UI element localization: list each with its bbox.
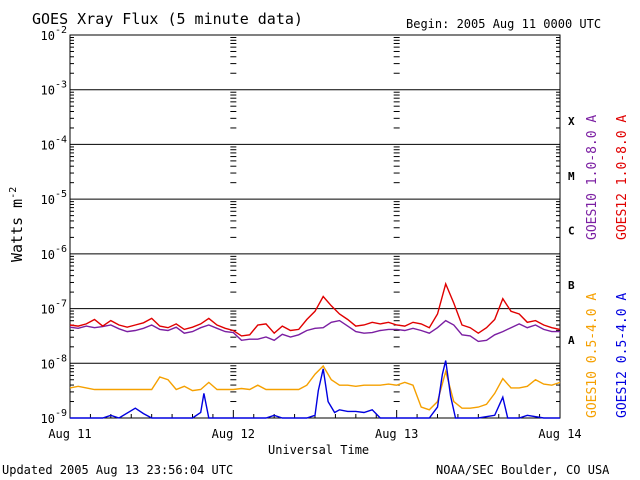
begin-label: Begin: 2005 Aug 11 0000 UTC (406, 17, 601, 31)
series-lines (69, 281, 561, 419)
y-tick-exponent: -2 (55, 25, 67, 36)
y-tick-label: 10-3 (41, 80, 68, 98)
y-axis-label: Watts m-2 (8, 187, 26, 262)
flare-class-label: B (568, 279, 575, 292)
x-tick-label: Aug 11 (48, 427, 91, 441)
series-line (69, 364, 561, 411)
flare-class-label: A (568, 334, 575, 347)
x-tick-label: Aug 14 (538, 427, 581, 441)
legend-entry: GOES12 0.5-4.0 A (615, 293, 630, 418)
y-tick-base: 10 (41, 29, 55, 43)
y-axis: 10-210-310-410-510-610-710-810-9 (41, 25, 560, 426)
y-tick-base: 10 (41, 248, 55, 262)
legend-entry: GOES10 1.0-8.0 A (585, 115, 600, 240)
data-source: NOAA/SEC Boulder, CO USA (436, 463, 610, 477)
day-dividers (230, 37, 400, 403)
y-tick-base: 10 (41, 357, 55, 371)
grid-lines (70, 89, 560, 364)
legend-entry: GOES10 0.5-4.0 A (585, 293, 600, 418)
y-tick-base: 10 (41, 193, 55, 207)
x-tick-label: Aug 12 (212, 427, 255, 441)
flare-class-label: M (568, 170, 575, 183)
y-tick-label: 10-9 (41, 408, 68, 426)
flare-class-label: X (568, 115, 575, 128)
y-tick-exponent: -5 (55, 189, 67, 200)
y-tick-label: 10-7 (41, 299, 68, 317)
y-tick-label: 10-2 (41, 25, 68, 43)
series-line (69, 281, 561, 337)
flare-class-label: C (568, 225, 575, 238)
y-axis-label-exponent: -2 (8, 187, 19, 199)
y-tick-base: 10 (41, 412, 55, 426)
y-tick-base: 10 (41, 303, 55, 317)
y-tick-base: 10 (41, 84, 55, 98)
updated-timestamp: Updated 2005 Aug 13 23:56:04 UTC (2, 463, 233, 477)
flare-class-labels: X M C B A (568, 115, 575, 347)
y-tick-exponent: -8 (55, 353, 67, 364)
series-line (70, 360, 560, 419)
plot-frame (69, 34, 561, 419)
y-axis-label-text: Watts m (8, 199, 26, 262)
y-tick-exponent: -3 (55, 80, 67, 91)
y-tick-label: 10-6 (41, 244, 68, 262)
y-tick-label: 10-5 (41, 189, 68, 207)
y-tick-exponent: -7 (55, 299, 67, 310)
series-line (69, 319, 560, 343)
y-tick-exponent: -9 (55, 408, 67, 419)
x-tick-label: Aug 13 (375, 427, 418, 441)
y-tick-exponent: -6 (55, 244, 67, 255)
y-tick-label: 10-4 (41, 134, 68, 152)
y-tick-exponent: -4 (55, 134, 67, 145)
y-tick-label: 10-8 (41, 353, 68, 371)
x-axis-label: Universal Time (268, 443, 369, 457)
legend-entry: GOES12 1.0-8.0 A (615, 115, 630, 240)
y-tick-base: 10 (41, 138, 55, 152)
chart-title: GOES Xray Flux (5 minute data) (32, 10, 303, 28)
legend: GOES10 1.0-8.0 A GOES12 1.0-8.0 A GOES10 0… (585, 115, 630, 418)
